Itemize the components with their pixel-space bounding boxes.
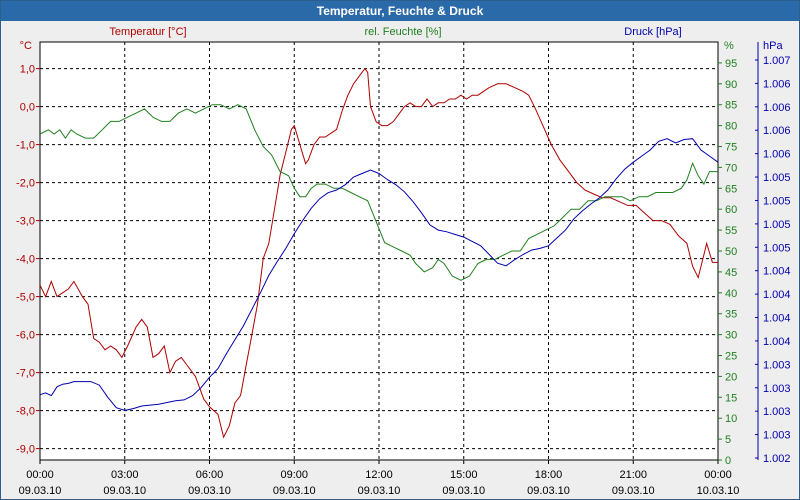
grid-lines: [40, 42, 718, 460]
pressure-tick-label: 1.007: [763, 55, 791, 67]
time-axis: 00:00 09.03.10 03:00 09.03.10 06:00 09.03.10 0…: [19, 460, 740, 497]
pressure-legend: Druck [hPa]: [624, 26, 681, 38]
pressure-tick-label: 1.003: [763, 430, 791, 442]
temperature-tick-label: -3,0: [16, 216, 35, 228]
temperature-tick-label: 1,0: [20, 64, 35, 76]
time-tick-label: 09:00: [280, 469, 308, 481]
temperature-tick-label: -1,0: [16, 140, 35, 152]
humidity-tick-label: 90: [725, 79, 737, 91]
date-tick-label: 09.03.10: [19, 485, 62, 497]
pressure-tick-label: 1.004: [763, 266, 791, 278]
humidity-tick-label: 60: [725, 204, 737, 216]
humidity-tick-label: 75: [725, 142, 737, 154]
date-tick-label: 09.03.10: [188, 485, 231, 497]
humidity-legend: rel. Feuchte [%]: [364, 26, 441, 38]
pressure-axis: 1.007 1.006 1.006 1.006 1.006 1.005 1.005 1.005…: [755, 42, 791, 465]
pressure-unit-label: hPa: [763, 40, 783, 52]
humidity-tick-label: 35: [725, 309, 737, 321]
humidity-tick-label: 50: [725, 246, 737, 258]
temperature-unit-label: °C: [20, 40, 32, 52]
pressure-tick-label: 1.005: [763, 219, 791, 231]
temperature-tick-label: -2,0: [16, 178, 35, 190]
humidity-tick-label: 85: [725, 100, 737, 112]
pressure-tick-label: 1.005: [763, 172, 791, 184]
date-tick-label: 10.03.10: [697, 485, 740, 497]
humidity-tick-label: 45: [725, 267, 737, 279]
humidity-tick-label: 0: [725, 455, 731, 467]
pressure-tick-label: 1.005: [763, 242, 791, 254]
humidity-tick-label: 10: [725, 413, 737, 425]
humidity-tick-label: 25: [725, 351, 737, 363]
date-tick-label: 09.03.10: [527, 485, 570, 497]
date-tick-label: 09.03.10: [103, 485, 146, 497]
window-title: Temperatur, Feuchte & Druck: [1, 1, 799, 21]
time-tick-label: 00:00: [26, 469, 54, 481]
humidity-tick-label: 55: [725, 225, 737, 237]
pressure-tick-label: 1.006: [763, 78, 791, 90]
series-layer: [39, 67, 719, 439]
temperature-tick-label: -4,0: [16, 254, 35, 266]
temperature-axis: 1,0 0,0 -1,0 -2,0 -3,0 -4,0 -5,0 -6,0 -7,0 -8,0 -9…: [16, 64, 40, 456]
humidity-unit-label: %: [724, 40, 734, 52]
time-tick-label: 21:00: [619, 469, 647, 481]
time-tick-label: 06:00: [196, 469, 224, 481]
humidity-tick-label: 80: [725, 121, 737, 133]
temperature-tick-label: 0,0: [20, 102, 35, 114]
time-tick-label: 18:00: [535, 469, 563, 481]
humidity-tick-label: 65: [725, 183, 737, 195]
pressure-tick-label: 1.002: [763, 453, 791, 465]
temperature-tick-label: -8,0: [16, 406, 35, 418]
pressure-tick-label: 1.006: [763, 149, 791, 161]
pressure-tick-label: 1.004: [763, 336, 791, 348]
humidity-tick-label: 95: [725, 58, 737, 70]
pressure-tick-label: 1.005: [763, 195, 791, 207]
time-tick-label: 03:00: [111, 469, 139, 481]
date-tick-label: 09.03.10: [612, 485, 655, 497]
pressure-tick-label: 1.004: [763, 313, 791, 325]
time-tick-label: 12:00: [365, 469, 393, 481]
humidity-tick-label: 40: [725, 288, 737, 300]
pressure-tick-label: 1.006: [763, 102, 791, 114]
temperature-tick-label: -9,0: [16, 444, 35, 456]
humidity-tick-label: 5: [725, 434, 731, 446]
humidity-tick-label: 30: [725, 330, 737, 342]
pressure-tick-label: 1.003: [763, 383, 791, 395]
pressure-tick-label: 1.006: [763, 125, 791, 137]
humidity-tick-label: 70: [725, 162, 737, 174]
time-tick-label: 00:00: [704, 469, 732, 481]
pressure-tick-label: 1.004: [763, 289, 791, 301]
temperature-tick-label: -5,0: [16, 292, 35, 304]
pressure-tick-label: 1.003: [763, 359, 791, 371]
time-tick-label: 15:00: [450, 469, 478, 481]
pressure-tick-label: 1.003: [763, 406, 791, 418]
date-tick-label: 09.03.10: [358, 485, 401, 497]
humidity-tick-label: 20: [725, 371, 737, 383]
date-tick-label: 09.03.10: [273, 485, 316, 497]
humidity-tick-label: 15: [725, 392, 737, 404]
humidity-series-line: [39, 104, 718, 281]
pressure-series-line: [39, 138, 719, 411]
temperature-legend: Temperatur [°C]: [109, 26, 186, 38]
date-tick-label: 09.03.10: [442, 485, 485, 497]
temperature-tick-label: -7,0: [16, 368, 35, 380]
temperature-series-line: [39, 67, 718, 439]
temperature-tick-label: -6,0: [16, 330, 35, 342]
